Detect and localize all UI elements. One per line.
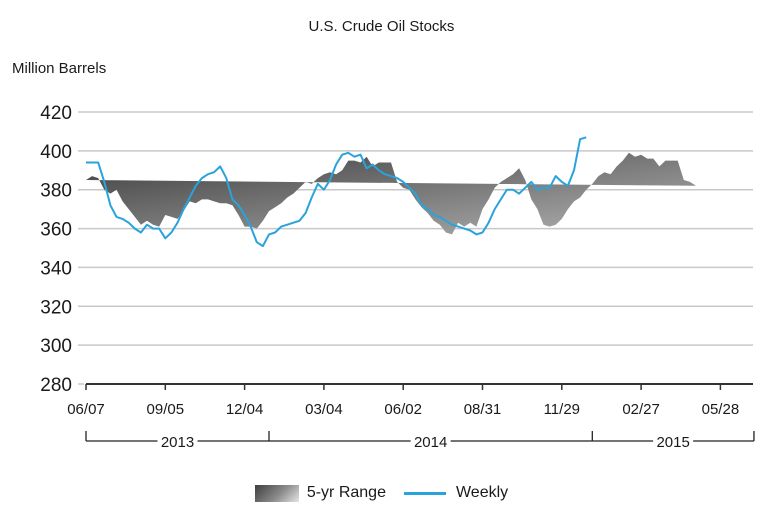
year-label: 2013: [161, 434, 194, 451]
year-label: 2015: [656, 434, 689, 451]
y-axis-ticks: 280 300 320 340 360 380 400 420: [40, 103, 72, 396]
y-tick-label: 420: [40, 103, 72, 124]
chart-title: U.S. Crude Oil Stocks: [308, 18, 455, 35]
weekly-line: [86, 136, 587, 248]
line-swatch-icon: [403, 491, 446, 495]
y-tick-label: 280: [40, 375, 72, 396]
x-tick-label: 11/29: [544, 401, 580, 418]
legend: 5-yr Range Weekly: [0, 484, 763, 502]
y-tick-label: 300: [40, 336, 72, 357]
x-tick-label: 09/05: [147, 401, 185, 418]
five-year-range-band: [86, 152, 696, 235]
legend-item-range[interactable]: 5-yr Range: [254, 484, 386, 502]
y-axis-label: Million Barrels: [12, 60, 107, 77]
y-tick-label: 400: [40, 142, 72, 163]
legend-label-weekly: Weekly: [455, 484, 509, 501]
x-tick-label: 03/04: [305, 401, 343, 418]
x-axis: 06/07 09/05 12/04 03/04 06/02 08/31 11/29 02/27…: [67, 383, 753, 418]
y-tick-label: 340: [40, 258, 72, 279]
year-label: 2014: [414, 434, 447, 451]
x-tick-label: 02/27: [622, 401, 660, 418]
x-tick-label: 12/04: [226, 401, 264, 418]
x-tick-label: 08/31: [464, 401, 502, 418]
year-brackets: 2013 2014 2015: [85, 431, 755, 451]
x-tick-label: 05/28: [702, 401, 740, 418]
range-swatch-icon: [254, 484, 299, 502]
gridlines: [78, 111, 753, 385]
y-tick-label: 320: [40, 297, 72, 318]
legend-label-range: 5-yr Range: [306, 484, 386, 501]
x-tick-label: 06/02: [384, 401, 422, 418]
x-tick-label: 06/07: [67, 401, 105, 418]
y-tick-label: 380: [40, 181, 72, 202]
y-tick-label: 360: [40, 220, 72, 241]
legend-item-weekly[interactable]: Weekly: [403, 484, 509, 502]
